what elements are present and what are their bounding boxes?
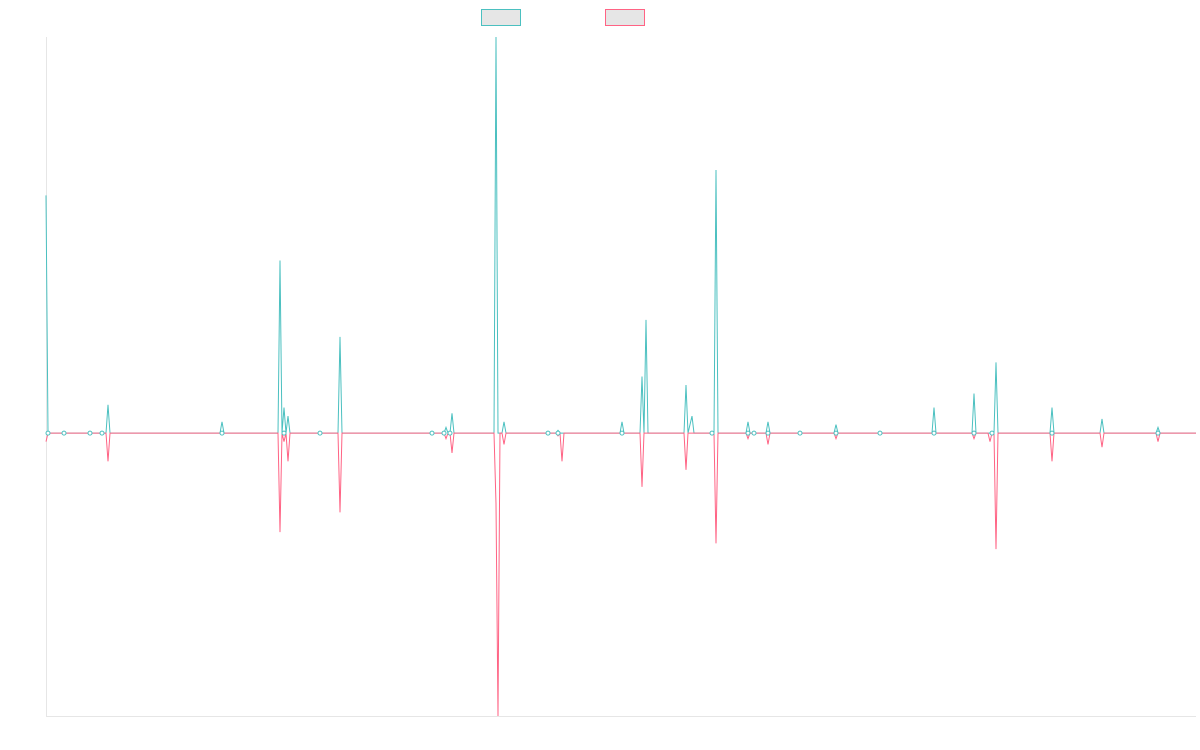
chart-legend [481, 9, 645, 26]
series-1-point [709, 430, 715, 436]
series-1-point [877, 430, 883, 436]
series-1-point [797, 430, 803, 436]
series-1-point [99, 430, 105, 436]
series-1-point [61, 430, 67, 436]
series-1-point [619, 430, 625, 436]
series-1-point [219, 430, 225, 436]
series-1-point [833, 430, 839, 436]
series-1-point [447, 430, 453, 436]
series-layer [45, 36, 1196, 717]
series-line-2 [45, 431, 1196, 717]
series-1-point [87, 430, 93, 436]
series-1-point [317, 430, 323, 436]
marker-layer [45, 430, 1161, 436]
series-1-point [45, 430, 51, 436]
series-1-point [1155, 430, 1161, 436]
chart-axes [46, 37, 1196, 717]
legend-swatch-1 [481, 9, 521, 26]
series-1-point [971, 430, 977, 436]
series-1-point [989, 430, 995, 436]
legend-swatch-2 [605, 9, 645, 26]
series-1-point [281, 430, 287, 436]
series-line-1 [45, 36, 1196, 434]
series-1-point [555, 430, 561, 436]
series-1-point [931, 430, 937, 436]
series-1-point [441, 430, 447, 436]
series-1-point [545, 430, 551, 436]
series-1-point [765, 430, 771, 436]
series-1-point [751, 430, 757, 436]
series-1-point [1049, 430, 1055, 436]
series-1-point [429, 430, 435, 436]
series-1-point [745, 430, 751, 436]
